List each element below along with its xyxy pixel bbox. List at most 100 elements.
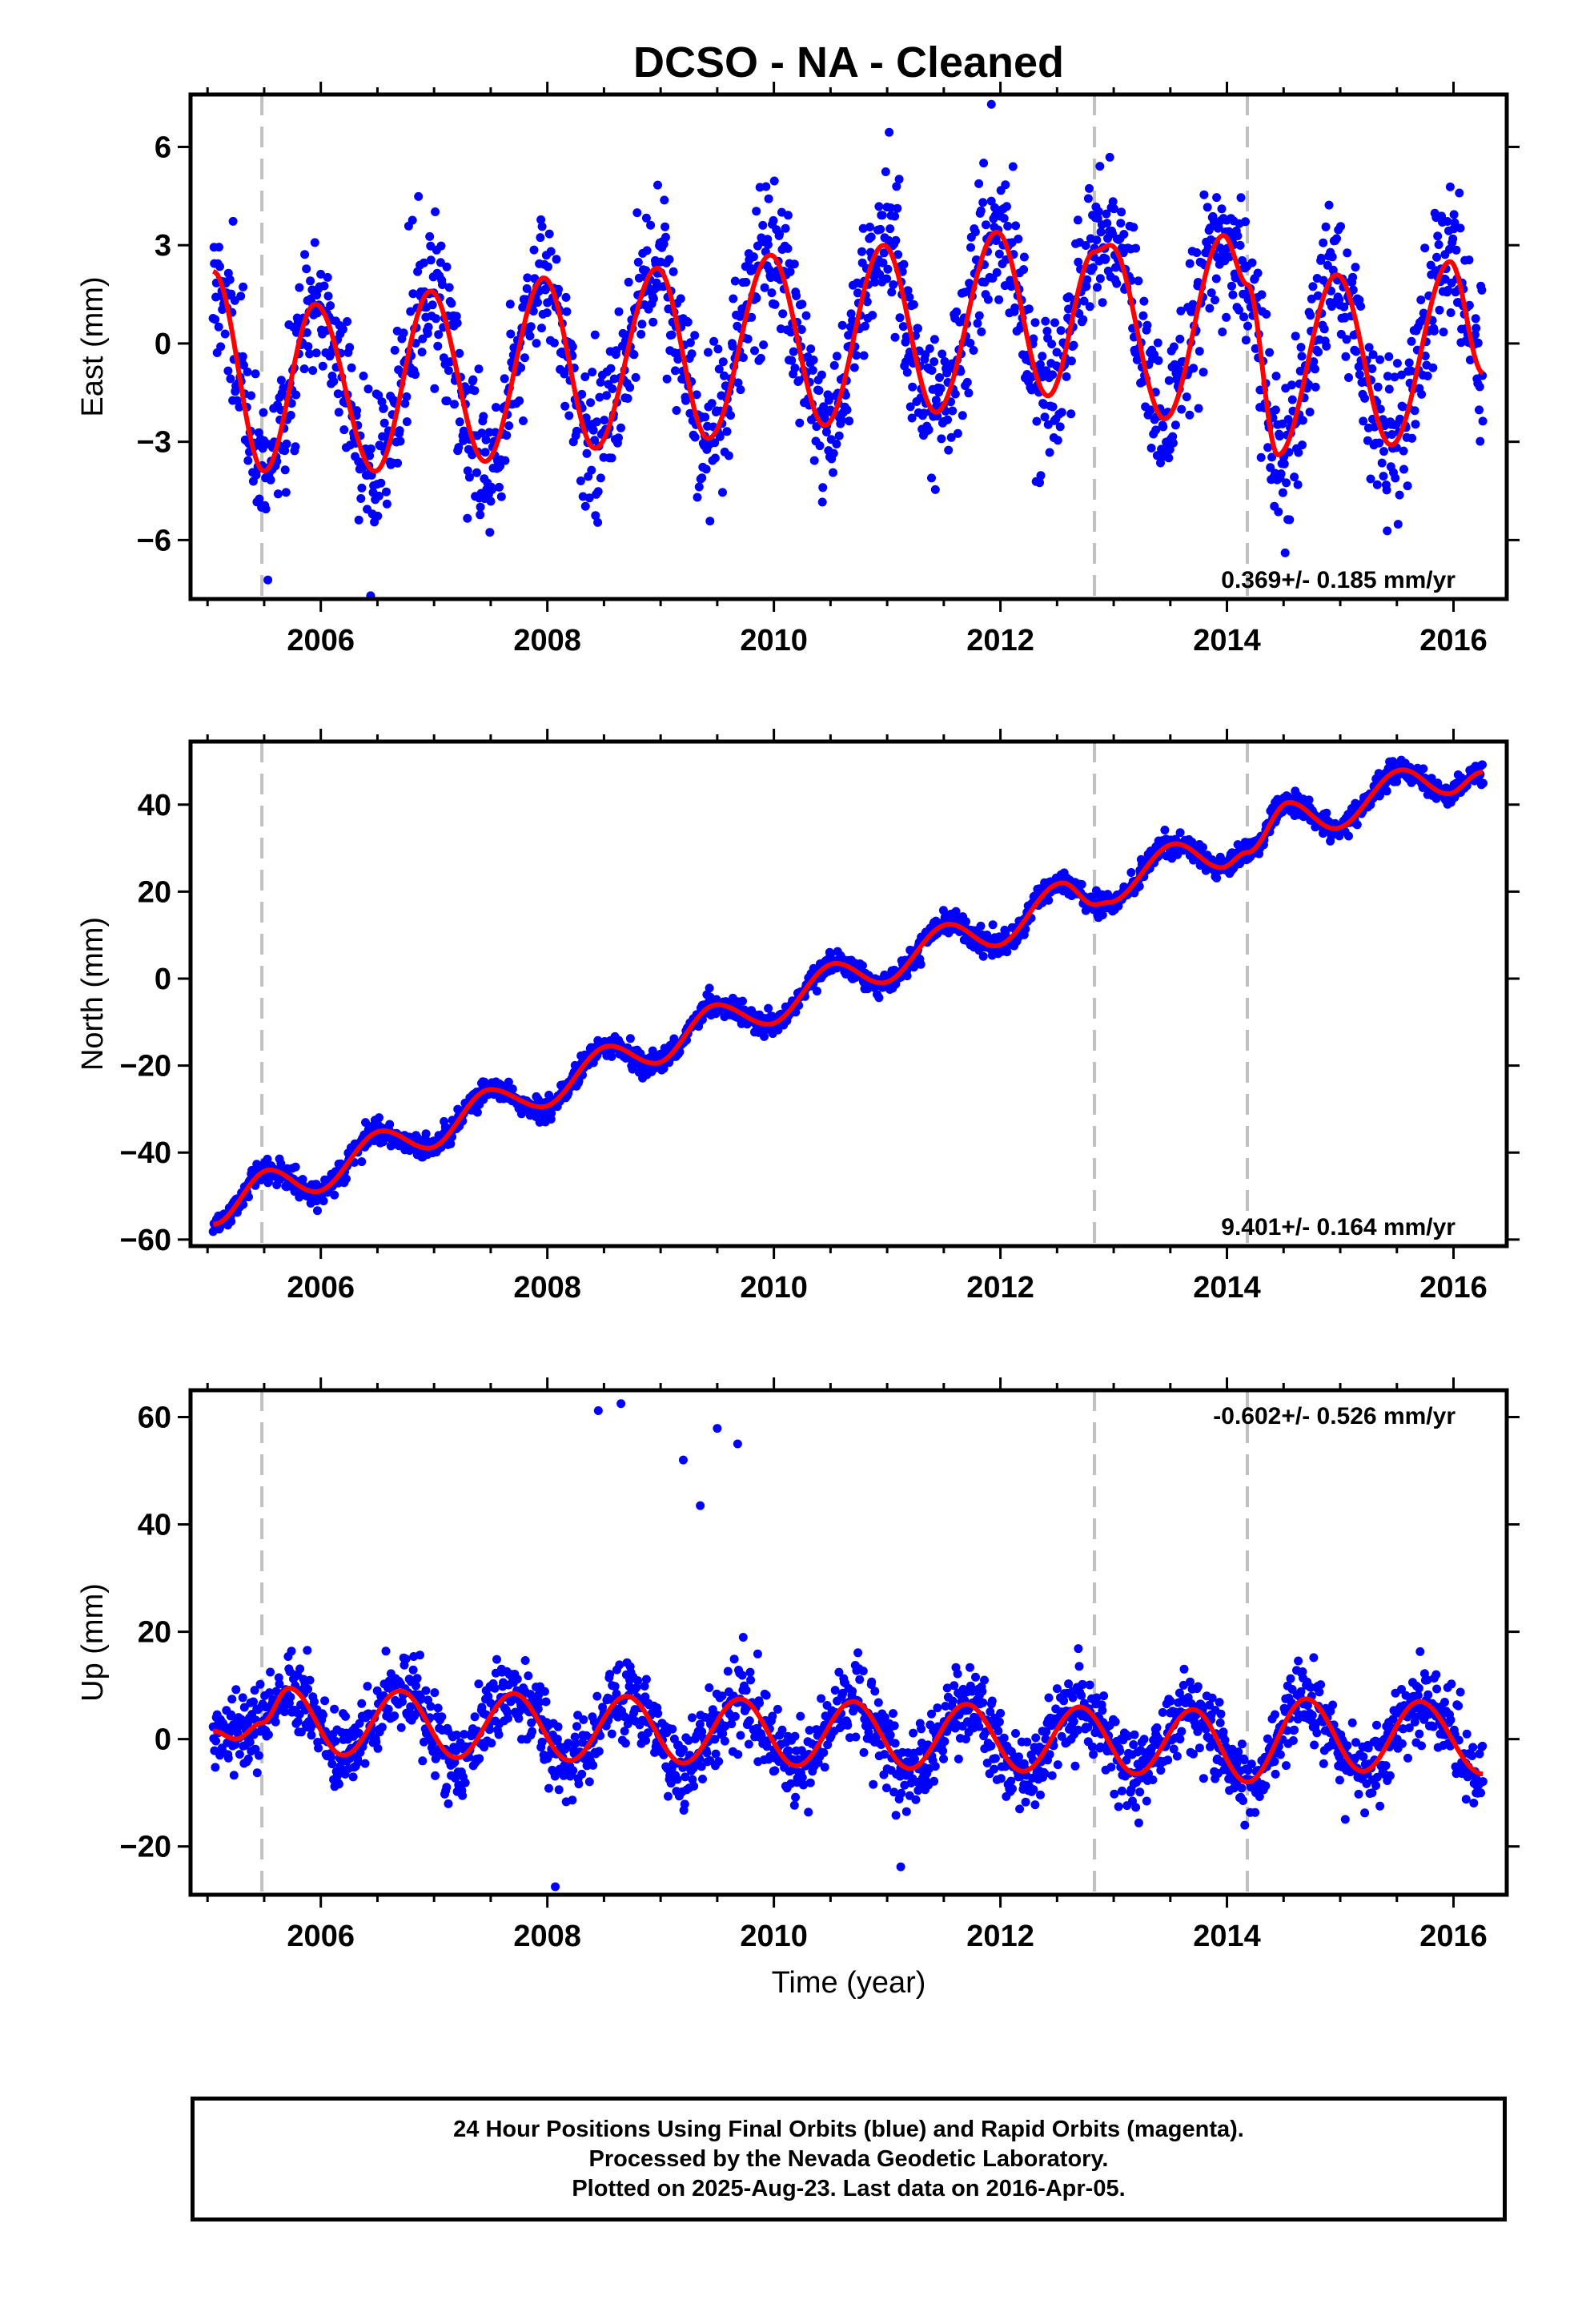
east-data-point	[824, 396, 833, 405]
east-data-point	[452, 318, 462, 328]
east-data-point	[660, 195, 669, 205]
east-data-point	[646, 220, 656, 230]
east-data-point	[763, 240, 773, 249]
east-data-point	[1102, 209, 1111, 219]
east-data-point	[1373, 382, 1383, 392]
east-data-point	[593, 517, 603, 527]
east-data-point	[930, 357, 939, 367]
east-data-point	[568, 342, 577, 352]
east-data-point	[752, 207, 761, 216]
east-data-point	[588, 368, 597, 377]
east-data-point	[442, 262, 452, 271]
east-data-point	[781, 223, 790, 233]
east-data-point	[1448, 234, 1458, 243]
east-data-point	[653, 180, 662, 190]
east-data-point	[291, 390, 301, 400]
east-data-point	[1278, 419, 1287, 428]
east-data-point	[352, 406, 362, 416]
up-data-point	[305, 1675, 315, 1685]
east-data-point	[1203, 203, 1212, 212]
up-data-point	[412, 1674, 422, 1683]
east-data-point	[1081, 241, 1090, 250]
east-data-point	[323, 292, 333, 301]
north-data-point	[1352, 820, 1362, 830]
east-data-point	[382, 499, 391, 509]
east-data-point	[1069, 340, 1078, 350]
up-data-point	[470, 1712, 480, 1722]
east-data-point	[263, 575, 273, 585]
east-data-point	[1003, 221, 1013, 231]
up-data-point	[641, 1675, 651, 1684]
east-data-point	[797, 325, 806, 334]
east-data-point	[1214, 223, 1223, 232]
east-data-point	[468, 375, 478, 384]
east-data-point	[1383, 526, 1392, 536]
up-data-point	[528, 1727, 537, 1736]
east-data-point	[1271, 405, 1280, 415]
east-data-point	[992, 267, 1002, 277]
east-data-point	[690, 331, 700, 340]
east-data-point	[459, 436, 468, 445]
east-data-point	[1085, 302, 1094, 312]
up-data-point	[684, 1735, 693, 1745]
up-data-point	[320, 1696, 330, 1706]
up-data-point	[571, 1739, 580, 1748]
east-data-point	[1199, 190, 1209, 199]
up-data-point	[295, 1664, 305, 1674]
east-data-point	[236, 292, 246, 301]
up-data-point	[688, 1713, 697, 1723]
east-x-tick-label: 2016	[1419, 624, 1488, 657]
up-data-point	[265, 1688, 275, 1698]
east-data-point	[431, 207, 440, 216]
up-data-point	[263, 1730, 273, 1739]
north-data-point	[375, 1113, 383, 1123]
up-data-point	[327, 1759, 337, 1769]
east-data-point	[890, 211, 900, 221]
up-data-point	[416, 1651, 424, 1660]
east-data-point	[976, 206, 986, 215]
up-data-point	[570, 1732, 580, 1742]
east-data-point	[1351, 263, 1360, 272]
up-data-point	[869, 1779, 878, 1789]
east-data-point	[1313, 291, 1323, 300]
east-data-point	[641, 213, 651, 223]
east-data-point	[1308, 282, 1318, 292]
east-data-point	[505, 300, 515, 309]
east-data-point	[1129, 223, 1138, 232]
up-data-point	[266, 1667, 275, 1677]
up-data-point	[851, 1732, 861, 1742]
east-data-point	[1433, 231, 1443, 241]
up-data-point	[791, 1792, 801, 1802]
east-data-point	[1222, 312, 1231, 322]
east-data-point	[1053, 436, 1062, 445]
east-data-point	[1227, 281, 1236, 291]
east-data-point	[481, 435, 491, 444]
up-data-point	[746, 1675, 756, 1685]
east-data-point	[1247, 258, 1257, 267]
east-data-point	[1285, 515, 1295, 525]
north-data-points	[208, 755, 1488, 1236]
east-data-point	[1218, 328, 1227, 336]
east-data-point	[1290, 472, 1299, 482]
east-data-point	[1327, 252, 1337, 262]
north-x-tick-label: 2012	[966, 1271, 1034, 1305]
east-data-point	[436, 241, 446, 251]
up-data-point	[820, 1763, 829, 1772]
east-data-point	[591, 511, 600, 521]
up-data-point	[805, 1778, 815, 1787]
east-data-point	[562, 307, 572, 316]
up-data-point	[718, 1729, 728, 1739]
east-data-point	[1146, 444, 1156, 452]
east-data-point	[648, 294, 658, 304]
east-data-point	[282, 439, 291, 448]
east-data-point	[311, 348, 321, 358]
east-data-point	[1298, 416, 1307, 425]
east-data-point	[946, 432, 956, 442]
east-data-point	[665, 255, 674, 264]
up-data-point	[540, 1687, 549, 1696]
up-data-point	[714, 1757, 724, 1766]
up-data-point	[804, 1807, 813, 1817]
north-data-point	[813, 987, 821, 996]
up-data-point	[855, 1675, 865, 1684]
up-data-point	[255, 1679, 265, 1689]
